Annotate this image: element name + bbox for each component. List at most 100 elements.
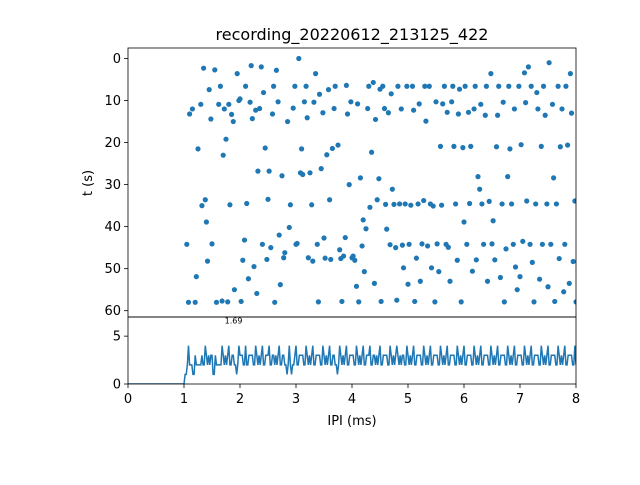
data-point (404, 83, 410, 89)
data-point (255, 168, 261, 174)
data-point (535, 106, 541, 112)
data-point (361, 269, 367, 275)
data-point (567, 71, 574, 77)
data-point (279, 173, 285, 179)
data-point (412, 298, 418, 305)
data-point (359, 243, 365, 249)
data-point (260, 89, 267, 96)
data-point (248, 63, 254, 69)
x-tick-label: 4 (348, 392, 356, 407)
data-point (322, 255, 328, 261)
data-point (309, 202, 315, 208)
data-point (529, 259, 535, 265)
y-tick-label: 40 (104, 220, 121, 235)
data-point (445, 244, 451, 250)
data-point (398, 106, 404, 112)
x-tick-label: 0 (124, 392, 132, 407)
data-point (331, 105, 337, 112)
data-point (387, 242, 393, 248)
data-point (301, 99, 307, 105)
data-point (496, 83, 502, 89)
data-point (327, 197, 333, 203)
data-point (436, 269, 442, 275)
data-point (563, 83, 569, 89)
data-point (285, 118, 291, 125)
data-point (378, 298, 384, 305)
data-point (372, 116, 379, 123)
data-point (500, 99, 506, 105)
data-point (303, 83, 309, 89)
data-point (490, 218, 496, 224)
data-point (344, 111, 351, 117)
data-point (562, 241, 568, 247)
data-point (254, 290, 260, 297)
data-point (275, 99, 281, 105)
data-point (240, 257, 246, 263)
data-point (451, 143, 457, 149)
data-point (566, 280, 572, 286)
data-point (527, 241, 533, 247)
x-tick-label: 7 (516, 392, 524, 407)
data-point (477, 186, 483, 192)
data-point (544, 201, 550, 207)
y-tick-label: 0 (113, 378, 121, 393)
data-point (546, 60, 552, 66)
data-point (335, 142, 341, 148)
data-point (484, 278, 491, 284)
data-point (195, 146, 201, 152)
data-point (367, 204, 373, 210)
peak-annotation: 1.69 (225, 317, 243, 326)
data-point (479, 201, 485, 207)
data-point (277, 282, 283, 288)
data-point (385, 110, 391, 116)
data-point (399, 242, 405, 248)
data-point (384, 226, 390, 232)
data-point (432, 299, 438, 305)
data-point (561, 289, 567, 295)
data-point (478, 101, 484, 107)
data-point (454, 257, 460, 263)
data-point (341, 253, 347, 259)
data-point (307, 170, 313, 176)
data-point (225, 299, 231, 305)
data-point (450, 83, 456, 89)
data-point (348, 99, 354, 105)
x-tick-label: 5 (404, 392, 412, 407)
data-point (570, 258, 576, 265)
data-point (475, 174, 481, 180)
data-point (555, 83, 561, 89)
data-point (249, 116, 255, 122)
data-point (416, 101, 422, 107)
data-point (549, 101, 556, 107)
data-point (230, 118, 236, 125)
data-point (292, 83, 298, 89)
data-point (408, 202, 414, 208)
data-point (185, 299, 192, 305)
data-point (203, 219, 209, 225)
data-point (343, 82, 349, 89)
data-point (542, 112, 548, 118)
data-point (206, 87, 212, 93)
data-point (492, 257, 498, 263)
data-point (402, 201, 408, 207)
data-point (514, 287, 520, 293)
x-axis-label-bottom: IPI (ms) (327, 414, 376, 429)
data-point (315, 299, 321, 305)
data-point (353, 283, 360, 289)
data-point (425, 243, 431, 249)
data-point (423, 118, 429, 124)
data-point (473, 257, 479, 263)
data-point (437, 143, 444, 149)
data-point (453, 201, 459, 207)
data-point (520, 238, 526, 244)
data-point (465, 109, 472, 115)
data-point (444, 109, 450, 115)
data-point (510, 241, 516, 247)
data-point (517, 274, 523, 280)
data-point (488, 71, 494, 77)
x-tick-label: 2 (236, 392, 244, 407)
data-point (376, 176, 382, 182)
data-point (568, 110, 575, 116)
data-point (388, 91, 394, 97)
